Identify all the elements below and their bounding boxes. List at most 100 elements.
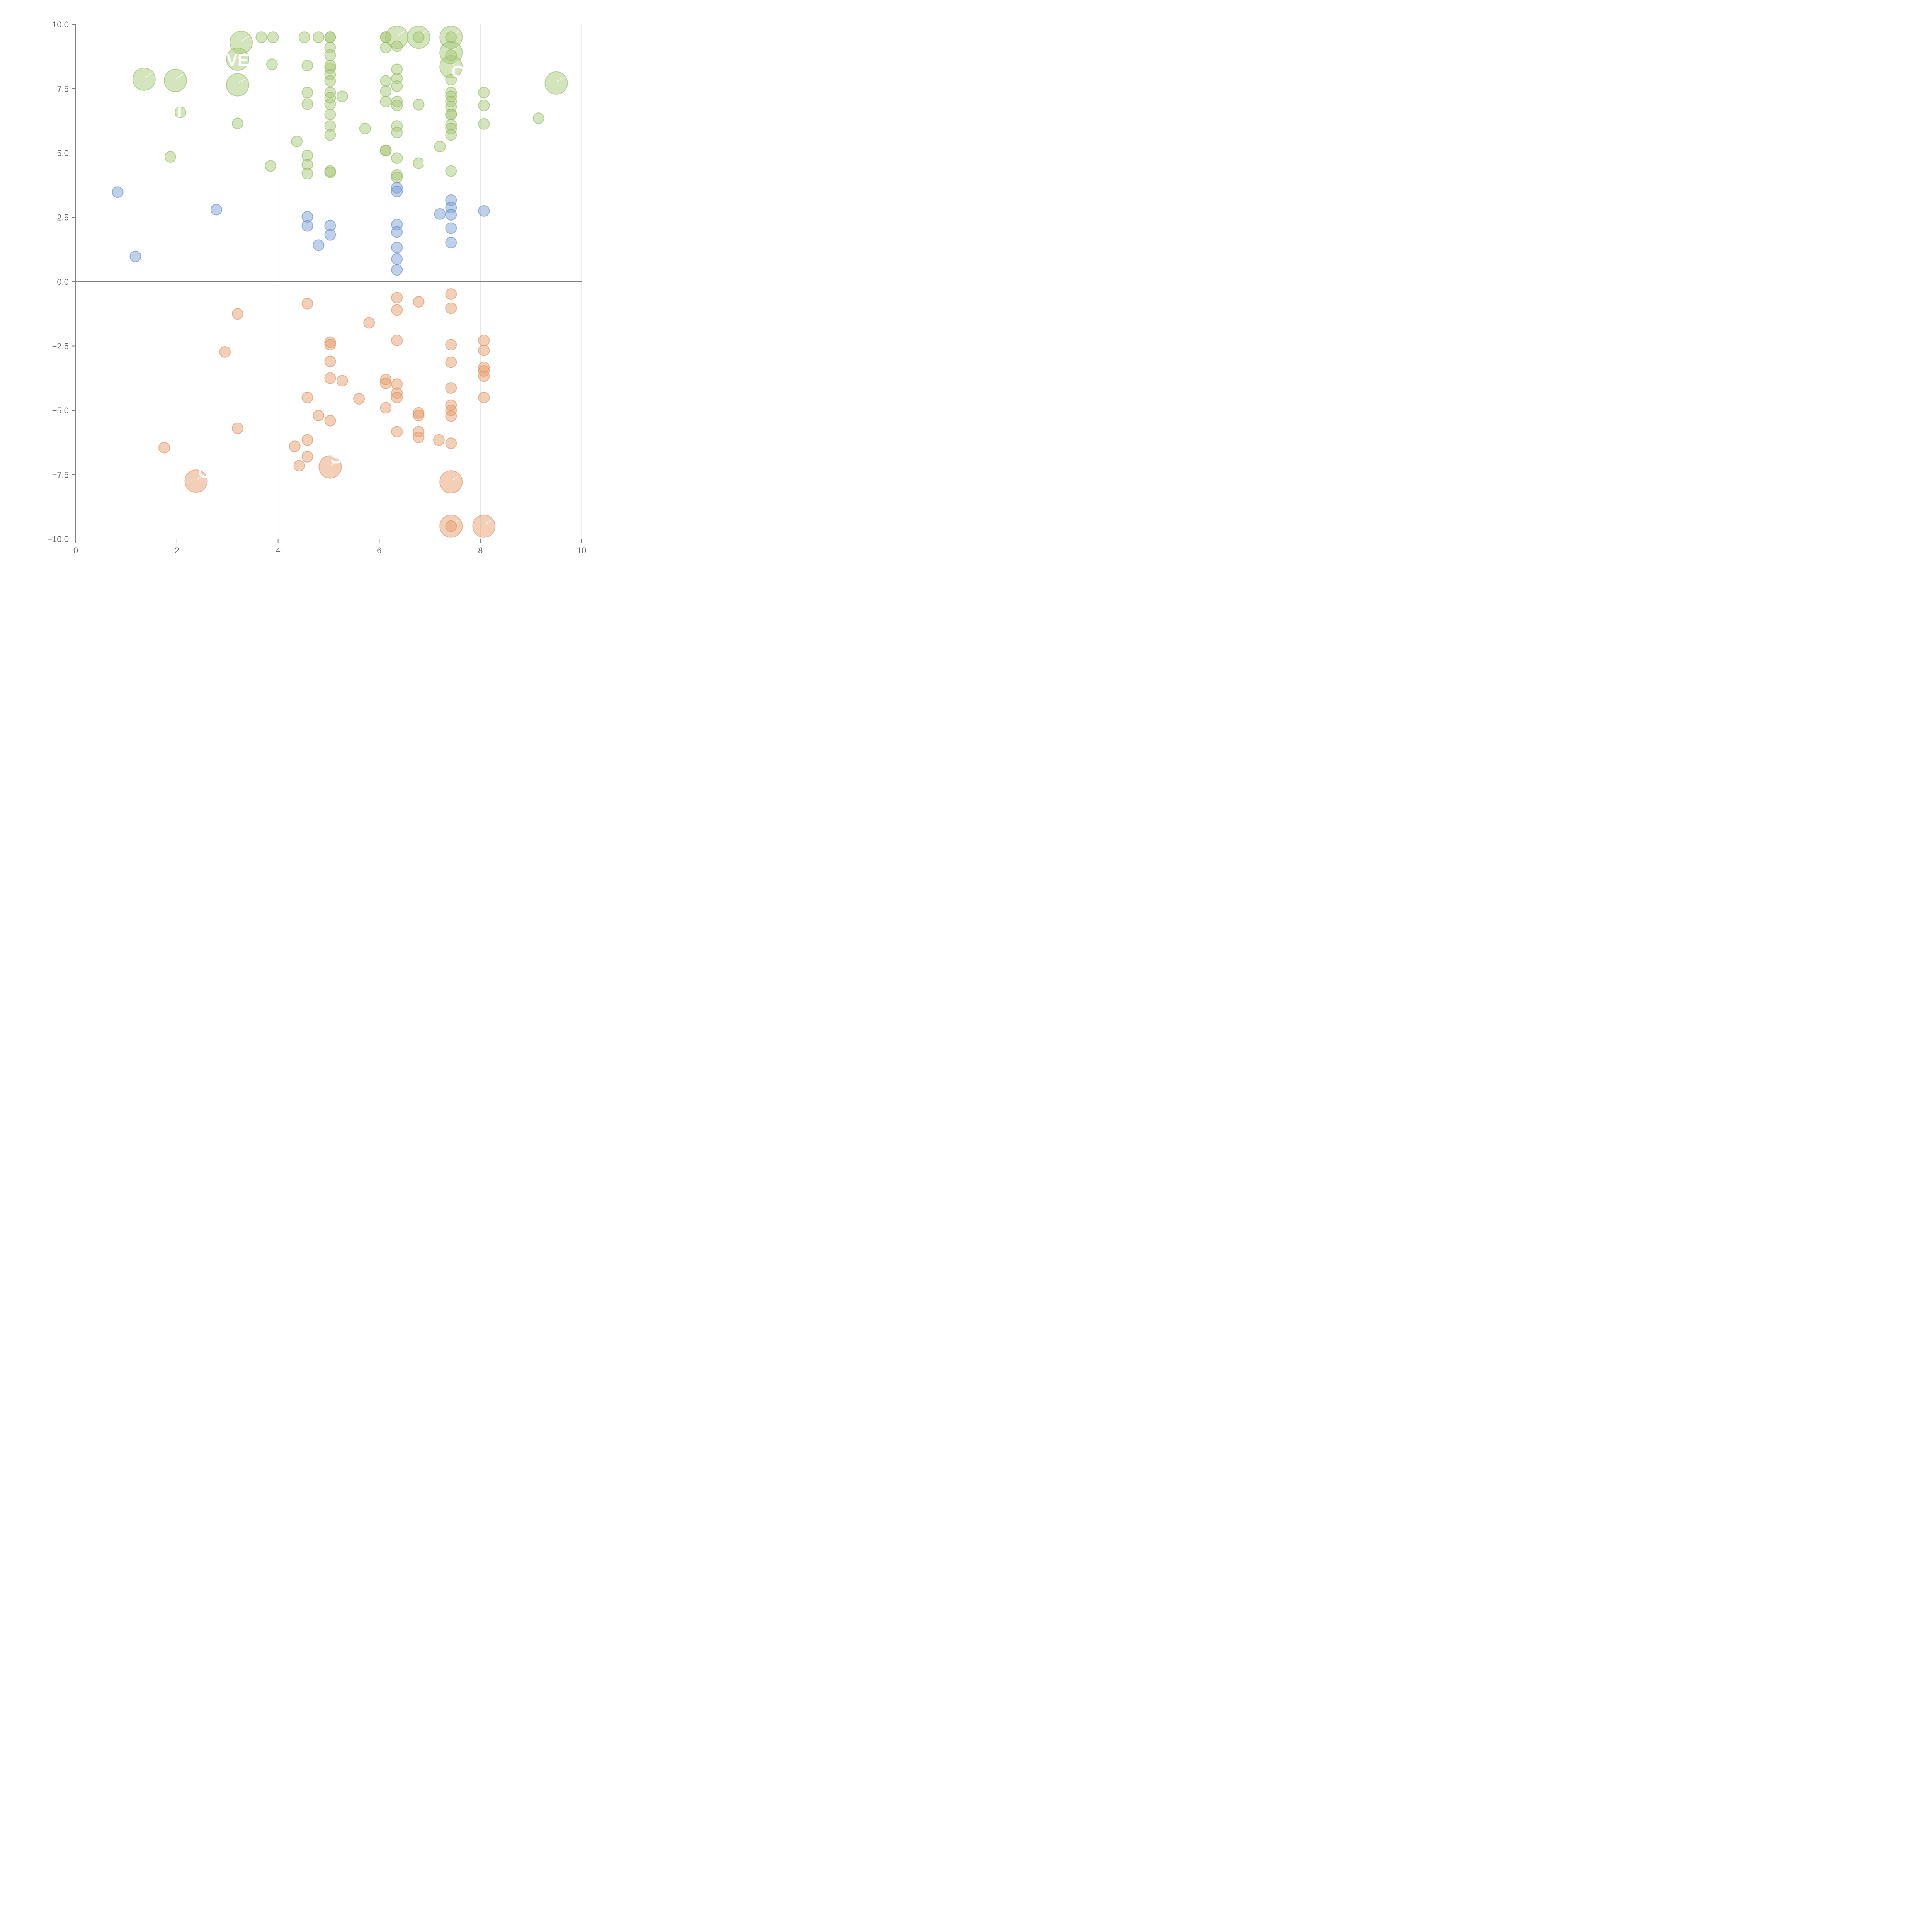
bubble-high: [336, 90, 348, 102]
bubble-leader-line: [145, 73, 152, 78]
bubble-mid: [313, 239, 325, 251]
bubble-high: [445, 129, 457, 141]
bubble-mid: [445, 209, 457, 221]
bubble-high: [380, 95, 392, 107]
bubble-low: [391, 426, 403, 438]
bubble-high: [132, 67, 156, 91]
bubble-low: [445, 520, 457, 532]
bubble-high: [391, 172, 403, 184]
overlay-label: O: [198, 463, 211, 481]
bubble-mid: [445, 236, 457, 248]
bubble-high: [231, 117, 243, 129]
bubble-leader-line: [484, 520, 492, 525]
y-tick-label: 10.0: [52, 20, 69, 29]
bubble-low: [413, 431, 425, 443]
bubble-low: [318, 455, 342, 479]
bubble-high: [544, 71, 568, 95]
x-tick-label: 8: [478, 546, 483, 555]
bubble-mid: [324, 229, 336, 241]
overlay-label: S: [422, 156, 433, 175]
bubble-low: [324, 372, 336, 384]
bubble-high: [478, 99, 490, 111]
bubble-leader-line: [451, 60, 459, 66]
bubble-high: [174, 106, 186, 118]
bubble-high: [413, 99, 425, 111]
bubble-high: [391, 80, 403, 92]
bubble-high: [391, 99, 403, 111]
bubble-low: [445, 437, 457, 449]
bubble-high: [445, 31, 457, 43]
bubble-leader-line: [397, 31, 405, 36]
bubble-low: [413, 410, 425, 422]
bubble-leader-line: [197, 474, 204, 480]
bubble-mid: [391, 226, 403, 238]
y-tick-label: −7.5: [52, 470, 69, 480]
axes: 10.0 7.5 5.0 2.5 0.0 −2.5 −5.0 −7.5 −10.0 0 2 4 6 8 10: [47, 20, 586, 555]
bubble-low: [478, 391, 490, 403]
bubble-mid: [129, 250, 141, 262]
x-tick-label: 2: [175, 546, 179, 555]
bubble-mid: [445, 222, 457, 234]
bubble-mid: [391, 264, 403, 276]
bubble-high: [413, 31, 425, 43]
y-tick-label: −2.5: [52, 342, 69, 351]
bubble-low: [478, 370, 490, 382]
bubble-high: [324, 49, 336, 61]
bubble-high: [434, 141, 446, 153]
bubble-high: [391, 152, 403, 164]
bubble-low: [445, 302, 457, 314]
bubble-mid: [391, 242, 403, 253]
overlay-labels: VE C I S O S: [177, 51, 464, 481]
bubble-low: [336, 375, 348, 387]
bubble-high: [359, 122, 371, 134]
bubble-low: [289, 440, 301, 452]
y-tick-label: 2.5: [57, 213, 69, 223]
bubble-low: [231, 422, 243, 434]
overlay-label: I: [177, 102, 182, 121]
y-tick-label: 0.0: [57, 277, 69, 287]
bubble-low: [391, 292, 403, 304]
bubble-high: [380, 85, 392, 97]
y-tick-label: −5.0: [52, 406, 69, 415]
bubble-low: [478, 344, 490, 356]
bubble-leader-line: [451, 475, 459, 481]
bubble-high: [301, 60, 313, 71]
bubble-high: [164, 151, 176, 163]
bubble-high: [380, 145, 392, 156]
bubble-high: [301, 168, 313, 180]
bubble-high: [324, 129, 336, 141]
bubble-high: [391, 126, 403, 138]
bubble-leader-line: [238, 53, 246, 58]
bubble-high: [445, 109, 457, 121]
bubble-low: [324, 339, 336, 351]
x-tick-label: 6: [377, 546, 381, 555]
bubble-low: [433, 434, 445, 446]
bubbles: [112, 26, 568, 538]
bubble-high: [324, 98, 336, 110]
bubble-low: [380, 378, 392, 389]
bubble-low: [391, 304, 403, 316]
y-tick-label: −10.0: [47, 534, 69, 544]
bubble-high: [445, 49, 457, 61]
bubble-high: [313, 31, 325, 43]
bubble-high: [226, 73, 249, 97]
bubble-low: [391, 334, 403, 346]
bubble-low: [445, 339, 457, 351]
bubble-high: [291, 136, 303, 148]
bubble-mid: [391, 253, 403, 265]
x-tick-label: 0: [73, 546, 78, 555]
bubble-high: [324, 75, 336, 87]
bubble-high: [324, 109, 336, 121]
bubble-high: [267, 31, 279, 43]
bubble-low: [301, 391, 313, 403]
y-tick-label: 7.5: [57, 84, 69, 94]
bubble-low: [445, 356, 457, 368]
bubble-mid: [478, 205, 490, 217]
bubble-high: [532, 112, 544, 124]
overlay-label: VE: [226, 51, 249, 70]
x-tick-label: 10: [577, 546, 586, 555]
bubble-high: [413, 157, 425, 169]
bubble-low: [301, 298, 313, 310]
bubble-high: [163, 69, 187, 92]
bubble-low: [391, 391, 403, 403]
